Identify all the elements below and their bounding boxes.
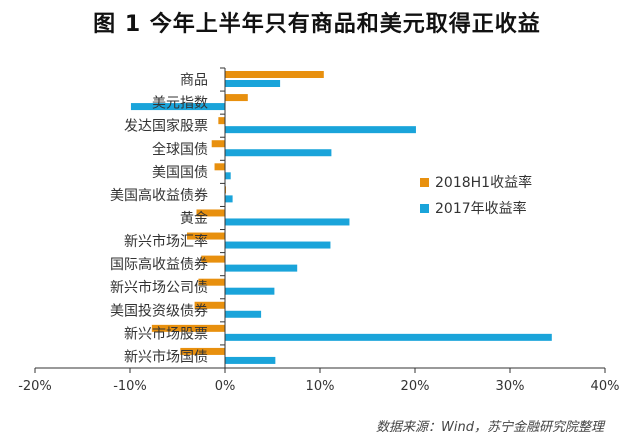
bar-2017 <box>225 287 275 295</box>
legend-swatch <box>420 178 429 187</box>
bar-2018h1 <box>198 278 225 286</box>
category-label: 新兴市场股票 <box>124 325 208 342</box>
bar-2017 <box>225 333 552 341</box>
bar-2018h1 <box>225 94 248 102</box>
category-label: 商品 <box>180 73 208 89</box>
bar-2017 <box>130 103 225 111</box>
category-label: 美元指数 <box>152 96 208 112</box>
category-label: 国际高收益债券 <box>110 256 208 273</box>
x-tick-label: -20% <box>18 379 52 394</box>
bar-2018h1 <box>211 140 225 148</box>
bar-2017 <box>225 172 231 180</box>
bar-2017 <box>225 310 262 318</box>
category-label: 黄金 <box>180 210 208 227</box>
bar-2017 <box>225 218 350 226</box>
bar-2018h1 <box>194 301 225 309</box>
legend-label: 2018H1收益率 <box>435 174 532 191</box>
bar-2018h1 <box>218 117 225 125</box>
bar-2018h1 <box>214 163 225 171</box>
x-tick-label: 10% <box>306 379 335 394</box>
bar-2018h1 <box>225 71 324 78</box>
category-label: 新兴市场国债 <box>124 348 208 365</box>
bar-2018h1 <box>180 347 225 355</box>
legend-label: 2017年收益率 <box>435 200 527 217</box>
bar-2017 <box>225 149 332 157</box>
bar-2018h1 <box>196 209 225 217</box>
bar-2017 <box>225 356 276 364</box>
category-label: 美国高收益债券 <box>110 187 208 204</box>
category-label: 全球国债 <box>152 141 208 158</box>
bar-2017 <box>225 195 233 203</box>
x-tick-label: -10% <box>113 379 147 394</box>
bar-2018h1 <box>151 324 225 332</box>
category-label: 美国投资级债券 <box>110 303 208 319</box>
bar-2017 <box>225 126 416 134</box>
x-tick-label: 40% <box>591 379 620 394</box>
source-note: 数据来源：Wind，苏宁金融研究院整理 <box>376 420 604 435</box>
bar-2017 <box>225 80 281 87</box>
bar-2017 <box>225 241 331 249</box>
legend-swatch <box>420 204 429 213</box>
category-label: 发达国家股票 <box>124 118 208 135</box>
category-label: 美国国债 <box>152 165 208 181</box>
chart-title: 图 1 今年上半年只有商品和美元取得正收益 <box>93 12 541 37</box>
x-tick-label: 30% <box>496 379 525 394</box>
bar-2018h1 <box>187 232 225 240</box>
category-label: 新兴市场公司债 <box>110 279 208 296</box>
category-label: 新兴市场汇率 <box>124 233 208 250</box>
bar-2017 <box>225 264 298 272</box>
bar-2018h1 <box>201 255 225 263</box>
x-tick-label: 20% <box>401 379 430 394</box>
x-tick-label: 0% <box>215 379 236 394</box>
